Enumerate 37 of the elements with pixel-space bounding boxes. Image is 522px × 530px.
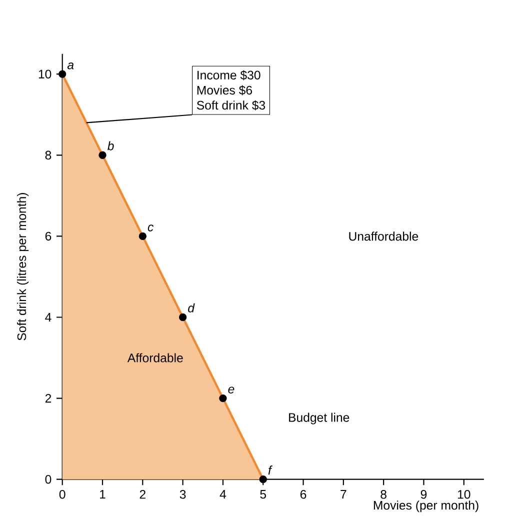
x-axis-title: Movies (per month) bbox=[374, 500, 478, 512]
x-tick-label: 7 bbox=[340, 490, 346, 499]
x-tick-label: 0 bbox=[59, 490, 66, 499]
x-tick-label: 6 bbox=[300, 490, 306, 499]
annotation: Income $30 bbox=[197, 70, 260, 80]
x-tick-label: 2 bbox=[140, 490, 146, 499]
annotation: Budget line bbox=[288, 412, 350, 424]
annotation: Unaffordable bbox=[349, 232, 418, 241]
annotation: Affordable bbox=[127, 353, 183, 362]
annotation: a bbox=[67, 62, 74, 70]
y-tick-label: 4 bbox=[44, 312, 52, 322]
point bbox=[98, 151, 106, 159]
annotation: Movies $6 bbox=[197, 85, 252, 96]
point bbox=[178, 313, 187, 322]
y-tick-label: 0 bbox=[45, 474, 52, 484]
x-tick-label: 1 bbox=[100, 490, 106, 499]
annotation: d bbox=[188, 303, 195, 312]
point bbox=[138, 232, 146, 240]
y-tick-label: 10 bbox=[38, 70, 52, 78]
x-tick-label: 9 bbox=[420, 490, 426, 499]
annotation: e bbox=[228, 386, 234, 394]
x-tick-label: 8 bbox=[380, 490, 386, 499]
annotation: f bbox=[268, 466, 272, 474]
point bbox=[259, 476, 267, 484]
x-tick-label: 10 bbox=[458, 490, 470, 499]
y-tick-label: 2 bbox=[45, 394, 51, 403]
y-axis-title: Soft drink (litres per month) bbox=[16, 193, 28, 340]
annotation: b bbox=[107, 141, 114, 150]
x-tick-label: 4 bbox=[220, 490, 226, 499]
point bbox=[219, 394, 227, 402]
x-tick-label: 3 bbox=[180, 490, 186, 499]
annotation: Soft drink $3 bbox=[196, 100, 265, 110]
x-tick-label: 5 bbox=[260, 490, 266, 499]
y-tick-label: 6 bbox=[45, 232, 52, 241]
annotation: c bbox=[148, 224, 154, 232]
point bbox=[58, 70, 66, 78]
y-tick-label: 8 bbox=[45, 150, 52, 160]
